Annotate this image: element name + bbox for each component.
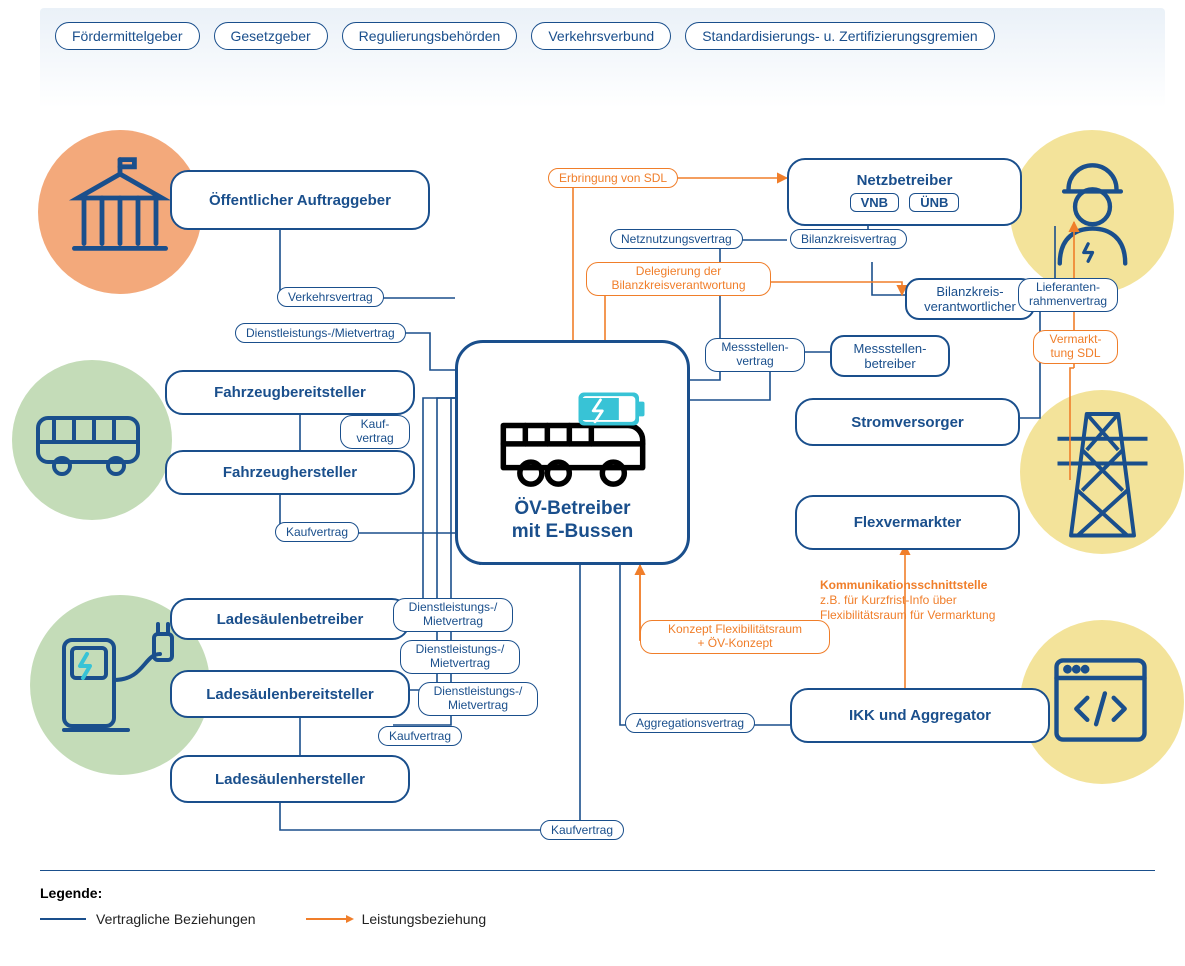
ebus-icon [488, 387, 658, 497]
lbl-verkehrsvertrag: Verkehrsvertrag [277, 287, 384, 307]
lbl-delegierung: Delegierung derBilanzkreisverantwortung [586, 262, 771, 296]
lbl-kaufvertrag-2: Kaufvertrag [378, 726, 462, 746]
node-netzbetreiber-title: Netzbetreiber [857, 172, 953, 189]
node-auftraggeber: Öffentlicher Auftraggeber [170, 170, 430, 230]
center-line1: ÖV-Betreiber [514, 498, 630, 519]
node-netzbetreiber: Netzbetreiber VNB ÜNB [787, 158, 1022, 226]
lbl-bilanzkreisvertrag: Bilanzkreisvertrag [790, 229, 907, 249]
legend-swatch-orange [306, 918, 352, 920]
pill-regulierung: Regulierungsbehörden [342, 22, 518, 50]
lbl-dienst-miet-2: Dienstleistungs-/Mietvertrag [393, 598, 513, 632]
node-center: ÖV-Betreiber mit E-Bussen [455, 340, 690, 565]
lbl-kommunikation: Kommunikationsschnittstelle z.B. für Kur… [820, 578, 1050, 623]
code-icon [1043, 645, 1158, 755]
top-pill-row: Fördermittelgeber Gesetzgeber Regulierun… [55, 22, 1155, 50]
node-fz-bereitsteller: Fahrzeugbereitsteller [165, 370, 415, 415]
lbl-kaufvertrag-1: Kaufvertrag [275, 522, 359, 542]
lbl-vermarktung-sdl: Vermarkt-tung SDL [1033, 330, 1118, 364]
pill-gesetzgeber: Gesetzgeber [214, 22, 328, 50]
lbl-kauf-short: Kauf-vertrag [340, 415, 410, 449]
sub-uenb: ÜNB [909, 193, 959, 212]
legend: Legende: Vertragliche Beziehungen Leistu… [40, 870, 1155, 927]
legend-title: Legende: [40, 885, 102, 901]
sub-vnb: VNB [850, 193, 899, 212]
pill-foerdermittel: Fördermittelgeber [55, 22, 200, 50]
charger-icon [50, 620, 190, 750]
node-ls-betreiber: Ladesäulenbetreiber [170, 598, 410, 640]
node-fz-hersteller: Fahrzeughersteller [165, 450, 415, 495]
lbl-erbringung-sdl: Erbringung von SDL [548, 168, 678, 188]
node-bkv: Bilanzkreis-verantwortlicher [905, 278, 1035, 320]
pill-standardisierung: Standardisierungs- u. Zertifizierungsgre… [685, 22, 994, 50]
lbl-komm-title: Kommunikationsschnittstelle [820, 578, 987, 592]
worker-icon [1035, 150, 1150, 270]
legend-label-blue: Vertragliche Beziehungen [96, 911, 256, 927]
pill-verkehrsverbund: Verkehrsverbund [531, 22, 671, 50]
legend-label-orange: Leistungsbeziehung [362, 911, 487, 927]
lbl-komm-sub: z.B. für Kurzfrist-Info überFlexibilität… [820, 593, 995, 622]
node-ls-hersteller: Ladesäulenhersteller [170, 755, 410, 803]
lbl-dienst-miet-3: Dienstleistungs-/Mietvertrag [400, 640, 520, 674]
lbl-konzept: Konzept Flexibilitätsraum+ ÖV-Konzept [640, 620, 830, 654]
node-msb: Messstellen-betreiber [830, 335, 950, 377]
pylon-icon [1040, 405, 1165, 540]
legend-swatch-blue [40, 918, 86, 920]
lbl-kaufvertrag-3: Kaufvertrag [540, 820, 624, 840]
node-stromversorger: Stromversorger [795, 398, 1020, 446]
lbl-dienst-miet-1: Dienstleistungs-/Mietvertrag [235, 323, 406, 343]
node-flexvermarkter: Flexvermarkter [795, 495, 1020, 550]
bus-small-icon [30, 390, 150, 490]
lbl-aggregationsvertrag: Aggregationsvertrag [625, 713, 755, 733]
lbl-messstellenvertrag: Messstellen-vertrag [705, 338, 805, 372]
center-line2: mit E-Bussen [512, 521, 633, 542]
institution-icon [60, 150, 180, 270]
lbl-dienst-miet-4: Dienstleistungs-/Mietvertrag [418, 682, 538, 716]
lbl-netznutzung: Netznutzungsvertrag [610, 229, 743, 249]
node-ikk: IKK und Aggregator [790, 688, 1050, 743]
lbl-lieferantenrahmen: Lieferanten-rahmenvertrag [1018, 278, 1118, 312]
node-ls-bereitsteller: Ladesäulenbereitsteller [170, 670, 410, 718]
